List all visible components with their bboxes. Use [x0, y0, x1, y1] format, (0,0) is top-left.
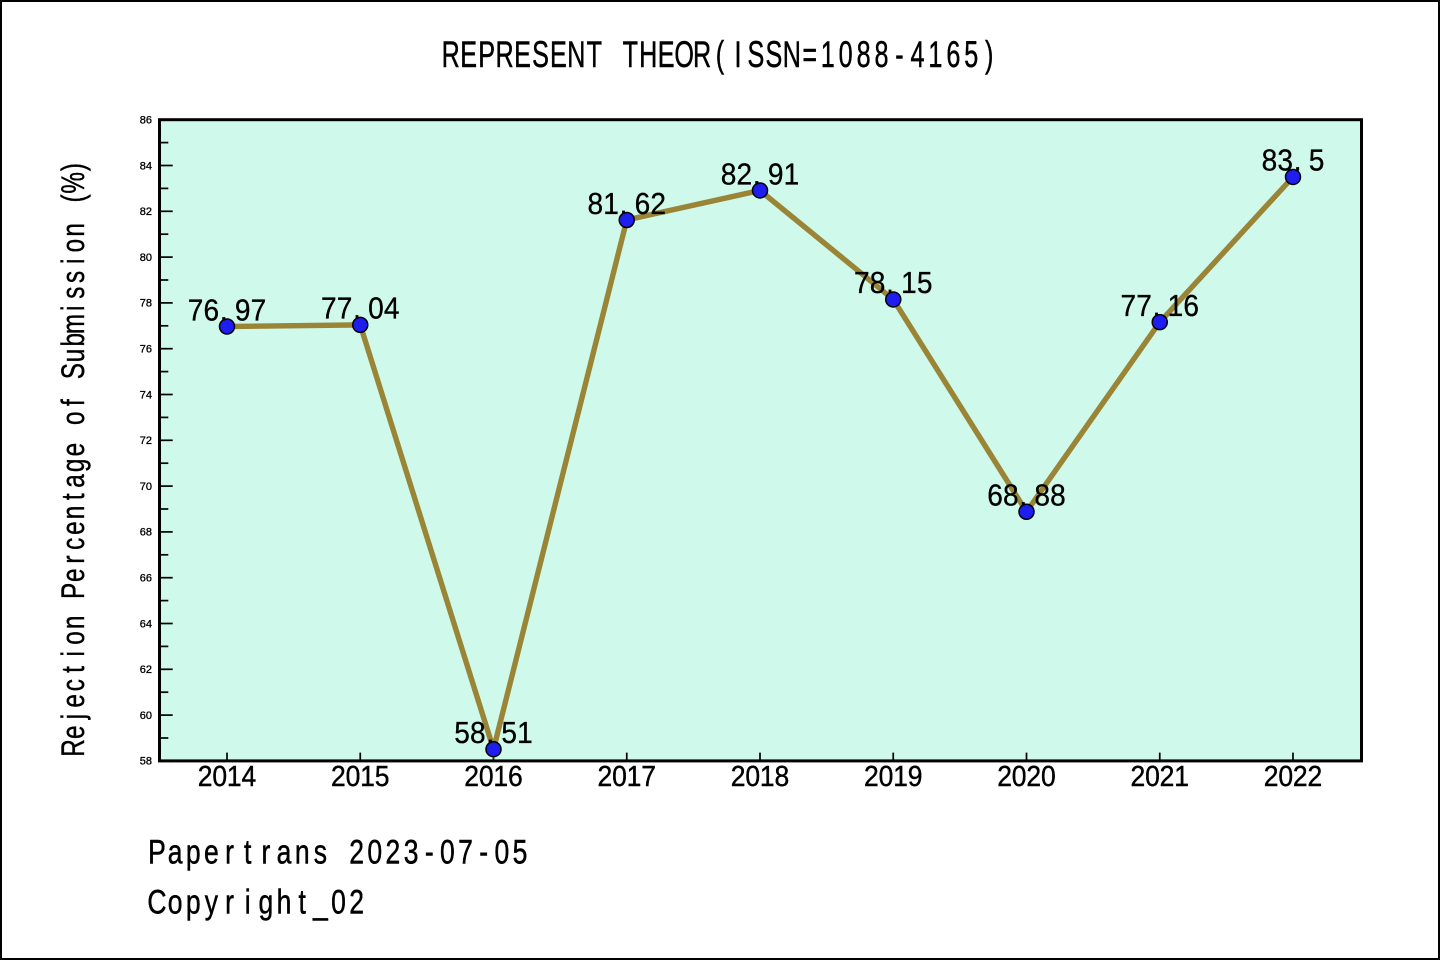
svg-text:2015: 2015: [331, 760, 390, 792]
svg-text:78: 78: [140, 298, 152, 310]
svg-text:83.5: 83.5: [1262, 145, 1325, 178]
svg-text:2017: 2017: [597, 760, 656, 792]
svg-text:60: 60: [140, 710, 152, 722]
svg-text:68: 68: [140, 527, 152, 539]
svg-text:2022: 2022: [1264, 760, 1323, 792]
svg-text:80: 80: [140, 252, 152, 264]
svg-text:2018: 2018: [731, 760, 790, 792]
svg-text:77.16: 77.16: [1121, 290, 1199, 323]
svg-text:82.91: 82.91: [721, 158, 799, 191]
svg-text:82: 82: [140, 206, 152, 218]
svg-text:86: 86: [140, 115, 152, 127]
svg-text:70: 70: [140, 481, 152, 493]
svg-text:Rejection Percentage of Submis: Rejection Percentage of Submission (%): [56, 163, 92, 757]
svg-text:62: 62: [140, 664, 152, 676]
svg-text:58.51: 58.51: [454, 717, 532, 750]
svg-text:2020: 2020: [997, 760, 1056, 792]
svg-text:2014: 2014: [198, 760, 257, 792]
svg-text:72: 72: [140, 435, 152, 447]
svg-text:74: 74: [140, 389, 152, 401]
svg-text:84: 84: [140, 160, 152, 172]
svg-text:76.97: 76.97: [188, 294, 266, 327]
svg-text:77.04: 77.04: [321, 293, 399, 326]
svg-text:81.62: 81.62: [588, 188, 666, 221]
svg-text:76: 76: [140, 344, 152, 356]
svg-text:58: 58: [140, 756, 152, 768]
svg-text:68.88: 68.88: [987, 480, 1065, 513]
svg-text:2021: 2021: [1130, 760, 1189, 792]
svg-text:2016: 2016: [464, 760, 523, 792]
svg-text:78.15: 78.15: [854, 267, 932, 300]
svg-text:64: 64: [140, 618, 152, 630]
svg-text:Papertrans 2023-07-05: Papertrans 2023-07-05: [148, 833, 527, 871]
svg-text:66: 66: [140, 573, 152, 585]
svg-text:2019: 2019: [864, 760, 923, 792]
svg-text:REPRESENT THEOR(ISSN=1088-4165: REPRESENT THEOR(ISSN=1088-4165): [442, 33, 994, 75]
